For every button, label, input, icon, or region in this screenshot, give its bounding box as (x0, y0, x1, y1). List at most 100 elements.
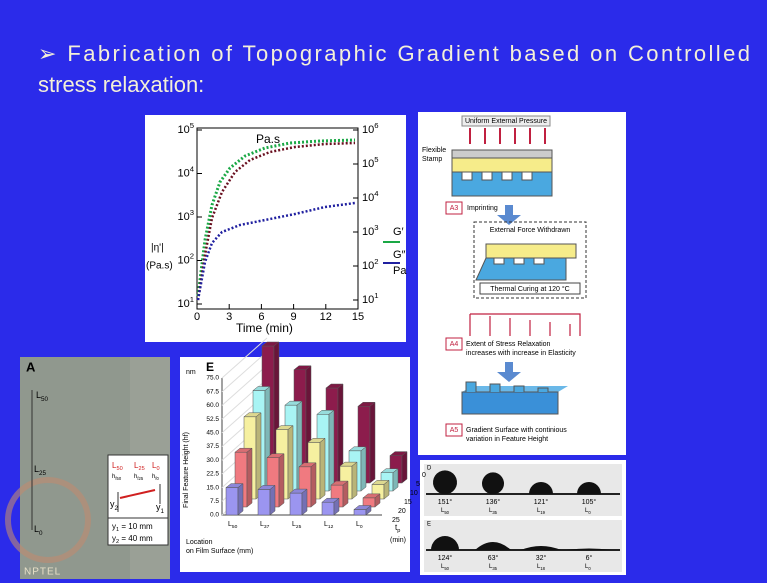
text-part: = 40 mm (119, 534, 153, 543)
text-part: 3 (190, 208, 194, 217)
label: 124° (438, 554, 453, 562)
text-part: 12 (328, 524, 334, 530)
label: A (26, 359, 36, 374)
bar-side (370, 402, 375, 483)
label: variation in Feature Height (466, 436, 548, 443)
label: A3 (450, 205, 459, 212)
bar-front (354, 510, 366, 515)
y-tick-label: 22.5 (206, 471, 219, 478)
bar-front (290, 493, 302, 515)
x-tick-label: 15 (352, 311, 364, 323)
text-part: 1 (374, 291, 378, 300)
label: E (206, 360, 214, 374)
droplet (482, 472, 504, 494)
bar-front (322, 502, 334, 515)
text-part: 10 (177, 254, 189, 266)
bar-side (329, 410, 334, 491)
y-tick-label: 0.0 (210, 512, 219, 519)
label: Final Feature Height (hf) (183, 432, 190, 508)
bar-side (320, 438, 325, 499)
label: Uniform External Pressure (465, 118, 547, 125)
label: (min) (390, 537, 406, 544)
bar-side (352, 462, 357, 499)
label: Stamp (422, 156, 442, 163)
y-tick-label: 7.5 (210, 498, 219, 505)
text-part: 0 (156, 466, 159, 472)
label: NPTEL (24, 567, 61, 578)
bar-side (402, 452, 407, 483)
label: Location (186, 539, 213, 546)
label: Pa.s (256, 132, 280, 146)
label: 121° (534, 498, 549, 506)
text-part: 3 (374, 223, 378, 232)
y-tick-label: 67.5 (206, 388, 219, 395)
bar-side (343, 481, 348, 507)
y-tick-label: 30.0 (206, 457, 219, 464)
text-part: 4 (374, 189, 379, 198)
label: Gradient Surface with continious (466, 427, 567, 434)
bar-side (238, 484, 243, 515)
label: External Force Withdrawn (490, 227, 571, 234)
text-part: 18 (540, 566, 545, 571)
text-part: 25 (39, 470, 47, 477)
label: L19 (537, 508, 546, 515)
label: 63° (488, 554, 499, 562)
x-tick-label: 3 (226, 311, 232, 323)
label: nm (186, 369, 196, 376)
label: hf50 (112, 474, 122, 481)
text-part: 10 (362, 124, 374, 136)
label: L50 (441, 564, 450, 571)
y-tick-label: 45.0 (206, 430, 219, 437)
bar (363, 494, 380, 507)
bar (322, 498, 339, 515)
text-part: 2 (374, 257, 378, 266)
label: L0 (585, 564, 591, 571)
x-tick-label: 9 (291, 311, 297, 323)
bar (290, 489, 307, 515)
label: L0 (585, 508, 591, 515)
y-tick-label: 15.0 (206, 484, 219, 491)
label: D (427, 466, 432, 472)
text-part: 50 (41, 396, 49, 403)
label: Imprinting (467, 205, 498, 212)
text-part: 10 (177, 167, 189, 179)
bar-side (270, 485, 275, 515)
text-part: 25 (138, 466, 144, 472)
text-part: f25 (137, 476, 143, 481)
depth-tick-label: 5 (416, 481, 420, 488)
depth-tick-label: 10 (410, 490, 418, 497)
label: L35 (489, 508, 498, 515)
label: A4 (450, 341, 459, 348)
title-line: ➢ Fabrication of Topographic Gradient ba… (38, 41, 750, 66)
text-part: 10 (177, 211, 189, 223)
text-part: p (397, 528, 400, 534)
label: L18 (537, 564, 546, 571)
text-part: 35 (492, 510, 497, 515)
text-part: 35 (492, 566, 497, 571)
label: increases with increase in Elasticity (466, 350, 576, 357)
text-part: 1 (161, 508, 165, 515)
text-part: 0 (360, 524, 363, 530)
text-part: 0 (39, 530, 43, 537)
bar-front (258, 489, 270, 515)
depth-tick-label: 15 (404, 499, 412, 506)
label: hf0 (152, 474, 160, 481)
text-part: 6 (374, 121, 378, 130)
bar-side (361, 447, 366, 491)
text-part: 2 (115, 505, 119, 512)
label: Thermal Curing at 120 °C (490, 285, 569, 293)
label: |η'| (151, 243, 164, 254)
label: G″ (393, 249, 406, 261)
x-tick-label: 0 (194, 311, 200, 323)
bar-side (311, 463, 316, 507)
text-part: 50 (444, 566, 449, 571)
label: L35 (489, 564, 498, 571)
y-tick-label: 60.0 (206, 402, 219, 409)
label: 6° (586, 554, 593, 562)
bar (226, 484, 243, 515)
label: hf25 (134, 474, 144, 481)
label: 32° (536, 554, 547, 562)
label: on Film Surface (mm) (186, 548, 253, 555)
text-part: 10 (362, 158, 374, 170)
bar-side (256, 413, 261, 499)
